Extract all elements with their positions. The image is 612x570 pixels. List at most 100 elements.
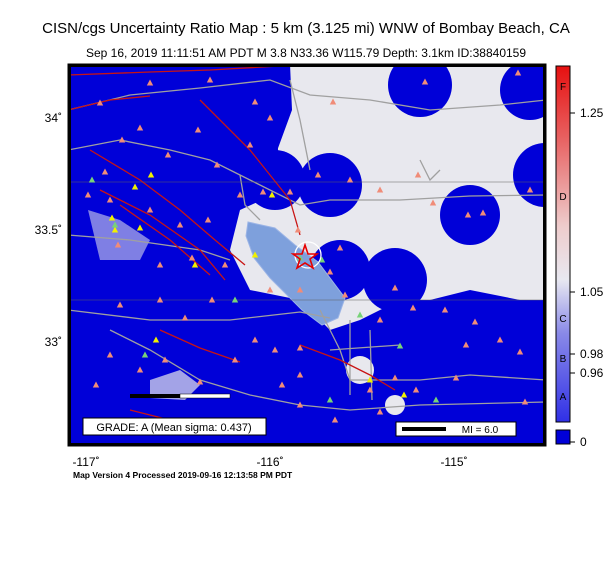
station-triangle — [208, 296, 216, 303]
station-triangle — [194, 126, 202, 133]
station-triangle — [206, 76, 214, 83]
station-triangle — [296, 286, 304, 293]
station-triangle — [84, 191, 92, 198]
lon-label: -115˚ — [440, 455, 467, 469]
station-triangle — [131, 183, 139, 190]
lat-label: 33.5˚ — [35, 223, 62, 237]
station-triangle — [191, 261, 199, 268]
station-triangle — [432, 396, 440, 403]
station-triangle — [152, 336, 160, 343]
station-triangle — [141, 351, 149, 358]
map-area — [68, 64, 546, 446]
colorbar-gradient — [555, 65, 571, 423]
station-triangle — [296, 371, 304, 378]
station-triangle — [471, 318, 479, 325]
lat-label: 33˚ — [45, 335, 62, 349]
station-triangle — [246, 141, 254, 148]
grade-letter: C — [559, 314, 566, 325]
station-triangle — [391, 284, 399, 291]
colorbar-value: 1.25 — [580, 106, 604, 120]
station-triangle — [296, 401, 304, 408]
high-uncertainty-gaps — [88, 210, 405, 415]
grade-letter: F — [560, 82, 566, 93]
station-triangle — [251, 251, 259, 258]
station-triangle — [92, 381, 100, 388]
station-triangle — [196, 378, 204, 385]
station-triangle — [231, 296, 239, 303]
station-triangle — [106, 196, 114, 203]
station-triangle — [156, 296, 164, 303]
station-triangle — [136, 366, 144, 373]
station-triangle — [111, 226, 119, 233]
station-triangle — [341, 291, 349, 298]
station-triangle — [146, 79, 154, 86]
station-triangle — [268, 191, 276, 198]
station-triangle — [96, 99, 104, 106]
station-triangle — [213, 161, 221, 168]
frame-ticks — [68, 64, 546, 446]
low-uncertainty-coverage — [68, 64, 546, 446]
station-triangle — [231, 356, 239, 363]
station-triangle — [314, 171, 322, 178]
station-triangle — [181, 314, 189, 321]
station-triangle — [156, 261, 164, 268]
station-triangle — [526, 186, 534, 193]
latitude-labels: 34˚ 33.5˚ 33˚ — [35, 111, 62, 349]
station-triangle — [400, 391, 408, 398]
station-triangle — [318, 256, 326, 263]
station-triangle — [464, 211, 472, 218]
station-triangle — [409, 304, 417, 311]
station-triangle — [296, 254, 304, 261]
station-triangle — [421, 78, 429, 85]
colorbar-value: 1.05 — [580, 285, 604, 299]
station-triangle — [391, 374, 399, 381]
station-triangle — [271, 346, 279, 353]
station-triangle — [204, 216, 212, 223]
station-triangle — [286, 188, 294, 195]
grade-letter: D — [559, 192, 566, 203]
station-triangle — [521, 398, 529, 405]
lat-label: 34˚ — [45, 111, 62, 125]
station-triangle — [516, 348, 524, 355]
station-triangle — [329, 98, 337, 105]
station-triangle — [188, 254, 196, 261]
station-triangle — [366, 386, 374, 393]
station-triangle — [366, 376, 374, 383]
station-triangle — [251, 336, 259, 343]
station-triangle — [326, 268, 334, 275]
lon-label: -116˚ — [256, 455, 283, 469]
grade-text: GRADE: A (Mean sigma: 0.437) — [96, 422, 251, 434]
station-triangle — [462, 341, 470, 348]
station-triangle — [176, 221, 184, 228]
colorbar-value: 0.98 — [580, 347, 604, 361]
colorbar-value: 0 — [580, 435, 587, 449]
station-triangle — [118, 136, 126, 143]
station-triangle — [331, 416, 339, 423]
station-markers — [84, 69, 534, 423]
station-triangle — [414, 171, 422, 178]
station-triangle — [108, 214, 116, 221]
longitude-labels: -117˚ -116˚ -115˚ — [72, 455, 467, 469]
station-triangle — [236, 191, 244, 198]
colorbar-low-swatch — [555, 429, 571, 445]
station-triangle — [278, 381, 286, 388]
faults — [68, 65, 396, 421]
epicenter-star-icon — [290, 242, 320, 270]
station-triangle — [336, 244, 344, 251]
station-triangle — [376, 316, 384, 323]
station-triangle — [376, 186, 384, 193]
station-triangle — [146, 206, 154, 213]
station-triangle — [514, 69, 522, 76]
mi-scale-box: MI = 6.0 — [395, 421, 517, 437]
station-triangle — [161, 356, 169, 363]
event-info-subtitle: Sep 16, 2019 11:11:51 AM PDT M 3.8 N33.3… — [85, 46, 527, 60]
station-triangle — [136, 224, 144, 231]
mi-scale-label: MI = 6.0 — [462, 425, 499, 436]
grade-letter: B — [560, 354, 567, 365]
station-triangle — [441, 306, 449, 313]
station-triangle — [251, 98, 259, 105]
station-triangle — [114, 241, 122, 248]
map-scale-bar — [130, 393, 231, 399]
epicenter-marker — [290, 241, 322, 270]
